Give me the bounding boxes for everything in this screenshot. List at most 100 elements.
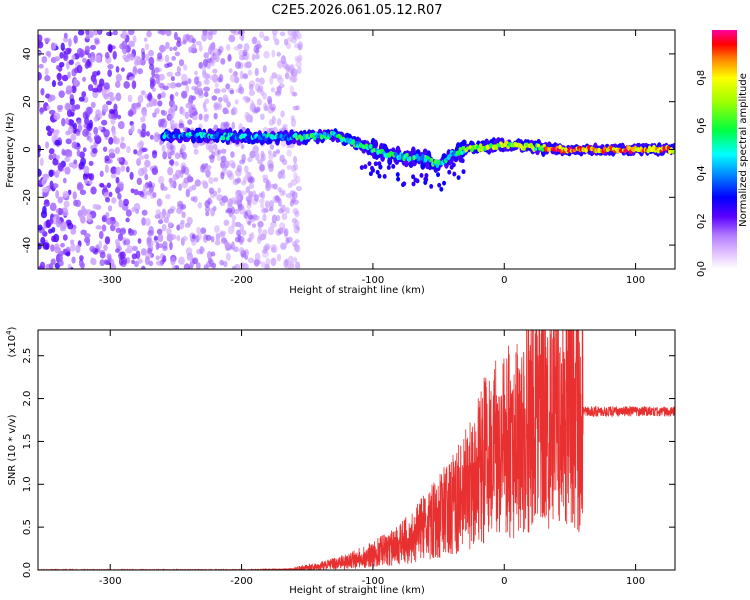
spectrogram-outlier xyxy=(452,171,457,177)
spectrogram-noise-blob xyxy=(60,42,65,51)
spectrogram-noise-blob xyxy=(214,82,219,88)
spectrogram-noise-blob xyxy=(81,205,86,215)
spectrogram-noise-blob xyxy=(149,134,154,140)
spectrogram-noise-blob xyxy=(205,169,211,178)
spectrogram-outlier xyxy=(413,177,418,183)
spectrogram-noise-blob xyxy=(90,257,95,265)
spectrogram-noise-blob xyxy=(85,30,90,36)
spectrogram-noise-blob xyxy=(140,116,146,123)
spectrogram-noise-blob xyxy=(233,208,240,215)
spectrogram-noise-blob xyxy=(107,91,114,98)
spectrogram-noise-blob xyxy=(216,194,224,201)
spectrogram-noise-blob xyxy=(238,86,245,95)
spectrogram-noise-blob xyxy=(224,241,231,249)
spectrogram-noise-blob xyxy=(148,260,154,267)
spectrogram-noise-blob xyxy=(248,83,254,91)
spectrogram-outlier xyxy=(449,164,454,170)
spectrogram-noise-blob xyxy=(53,112,61,121)
spectrogram-noise-blob xyxy=(145,217,151,227)
spectrogram-noise-blob xyxy=(226,170,233,178)
spectrogram-noise-blob xyxy=(220,121,226,131)
spectrogram-noise-blob xyxy=(234,221,242,228)
spectrogram-ridge-cell xyxy=(246,135,250,140)
spectrogram-noise-blob xyxy=(90,101,96,108)
spectrogram-noise-blob xyxy=(237,30,244,35)
spectrogram-noise-blob xyxy=(56,64,61,70)
spectrogram-noise-blob xyxy=(67,125,74,135)
spectrogram-noise-blob xyxy=(97,30,102,35)
spectrogram-noise-blob xyxy=(258,163,266,172)
spectrogram-noise-blob xyxy=(147,91,153,101)
colorbar-tick-label: 0.0 xyxy=(696,261,707,277)
spectrogram-noise-blob xyxy=(108,148,115,154)
spectrogram-outlier xyxy=(373,161,378,167)
spectrogram-noise-blob xyxy=(176,207,183,215)
spectrogram-noise-blob xyxy=(99,170,104,177)
spectrogram-ridge-cell xyxy=(478,143,483,149)
spectrogram-ridge-cell xyxy=(262,132,266,137)
spectrogram-noise-blob xyxy=(102,104,109,113)
spectrogram-noise-blob xyxy=(141,209,148,216)
figure-title: C2E5.2026.061.05.12.R07 xyxy=(271,3,442,18)
spectrogram-noise-blob xyxy=(117,157,123,162)
spectrogram-noise-blob xyxy=(76,149,81,157)
spectrogram-noise-blob xyxy=(103,82,110,90)
spectrogram-noise-blob xyxy=(153,133,160,143)
spectrogram-noise-blob xyxy=(73,159,78,165)
spectrogram-noise-blob xyxy=(233,263,241,269)
spectrogram-noise-blob xyxy=(89,56,96,63)
spectrogram-noise-blob xyxy=(98,230,104,240)
spectrogram-noise-blob xyxy=(107,63,114,70)
spectrogram-noise-blob xyxy=(38,168,42,178)
spectrogram-noise-blob xyxy=(290,164,297,173)
spectrogram-noise-blob xyxy=(270,183,275,189)
spectrogram-noise-blob xyxy=(110,258,115,268)
spectrogram-noise-blob xyxy=(48,262,54,269)
spectrogram-noise-blob xyxy=(70,228,77,235)
spectrogram-noise-blob xyxy=(62,234,68,241)
spectrogram-outlier xyxy=(395,172,400,177)
spectrogram-noise-blob xyxy=(141,51,146,60)
spectrogram-noise-blob xyxy=(70,133,77,141)
spectrogram-noise-blob xyxy=(82,76,87,82)
spectrogram-noise-blob xyxy=(157,233,164,243)
spectrogram-noise-blob xyxy=(49,202,57,212)
spectrogram-noise-blob xyxy=(181,73,188,83)
spectrogram-noise-blob xyxy=(132,35,137,43)
spectrogram-noise-blob xyxy=(62,177,67,184)
spectrogram-noise-blob xyxy=(41,186,49,193)
spectrogram-noise-blob xyxy=(200,247,205,253)
spectrogram-noise-blob xyxy=(171,55,176,61)
spectrogram-noise-blob xyxy=(234,200,240,205)
spectrogram-ridge-cell xyxy=(266,132,271,138)
spectrogram-noise-blob xyxy=(218,73,224,83)
spectrogram-noise-blob xyxy=(268,200,275,209)
spectrogram-noise-blob xyxy=(136,177,143,186)
spectrogram-noise-blob xyxy=(238,203,245,210)
spectrogram-noise-blob xyxy=(140,90,146,96)
spectrogram-noise-blob xyxy=(94,39,100,45)
spectrogram-noise-blob xyxy=(62,210,69,217)
spectrogram-noise-blob xyxy=(183,177,190,184)
spectrogram-noise-blob xyxy=(79,255,84,261)
spectrogram-noise-blob xyxy=(236,164,243,173)
spectrogram-noise-blob xyxy=(250,231,255,240)
spectrogram-noise-blob xyxy=(115,66,120,73)
spectrogram-noise-blob xyxy=(255,77,260,83)
spectrogram-noise-blob xyxy=(152,98,158,107)
spectrogram-ridge-cell xyxy=(405,152,409,157)
spectrogram-y-axis: -40 -20 0 20 40 xyxy=(22,48,675,253)
spectrogram-noise-blob xyxy=(203,78,210,85)
spectrogram-ridge-cell xyxy=(322,131,327,136)
spectrogram-noise-blob xyxy=(224,122,229,131)
spectrogram-outlier xyxy=(377,173,382,179)
spectrogram-noise-blob xyxy=(269,76,274,85)
spectrogram-noise-blob xyxy=(264,243,271,251)
spectrogram-outlier xyxy=(359,165,364,170)
spectrogram-noise-blob xyxy=(115,92,122,102)
spectrogram-noise-blob xyxy=(86,213,93,223)
spectrogram-noise-blob xyxy=(280,110,285,118)
spectrogram-noise-blob xyxy=(101,88,107,97)
spectrogram-noise-blob xyxy=(51,235,57,243)
spectrogram-noise-blob xyxy=(205,211,210,217)
